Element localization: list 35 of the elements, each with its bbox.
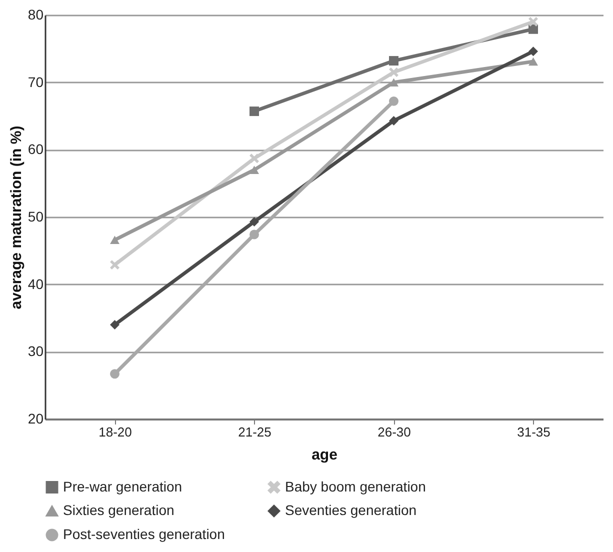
y-tick-label: 60 xyxy=(28,141,44,158)
point xyxy=(528,57,538,66)
x-tick-label: 18-20 xyxy=(98,424,132,440)
x-tick-label: 26-30 xyxy=(378,424,411,440)
legend-label: Baby boom generation xyxy=(285,478,426,494)
x-axis-title: age xyxy=(312,446,338,464)
x-tick-label: 31-35 xyxy=(517,424,550,440)
point xyxy=(110,369,120,379)
point xyxy=(389,67,398,77)
point xyxy=(250,106,259,116)
point xyxy=(110,320,120,330)
point xyxy=(110,236,120,244)
point xyxy=(528,24,538,34)
x-tick-label: 21-25 xyxy=(238,424,272,440)
y-tick-label: 70 xyxy=(28,74,44,90)
legend-label: Pre-war generation xyxy=(63,478,182,494)
point xyxy=(389,56,398,66)
point xyxy=(389,116,398,126)
point xyxy=(250,230,259,240)
point xyxy=(528,16,538,26)
point xyxy=(528,46,538,56)
y-tick-label: 40 xyxy=(28,276,44,292)
legend-label: Sixties generation xyxy=(63,502,174,518)
y-tick-label: 50 xyxy=(28,208,44,224)
point xyxy=(250,216,259,226)
y-tick-label: 80 xyxy=(28,6,44,22)
point xyxy=(250,154,259,164)
point xyxy=(389,96,398,106)
y-tick-label: 20 xyxy=(28,410,44,426)
legend-label: Seventies generation xyxy=(285,502,417,518)
point xyxy=(110,260,120,270)
legend-label: Post-seventies generation xyxy=(63,526,225,542)
point xyxy=(250,166,259,174)
y-tick-label: 30 xyxy=(28,343,44,360)
y-axis-title: average maturation (in %) xyxy=(8,126,25,310)
